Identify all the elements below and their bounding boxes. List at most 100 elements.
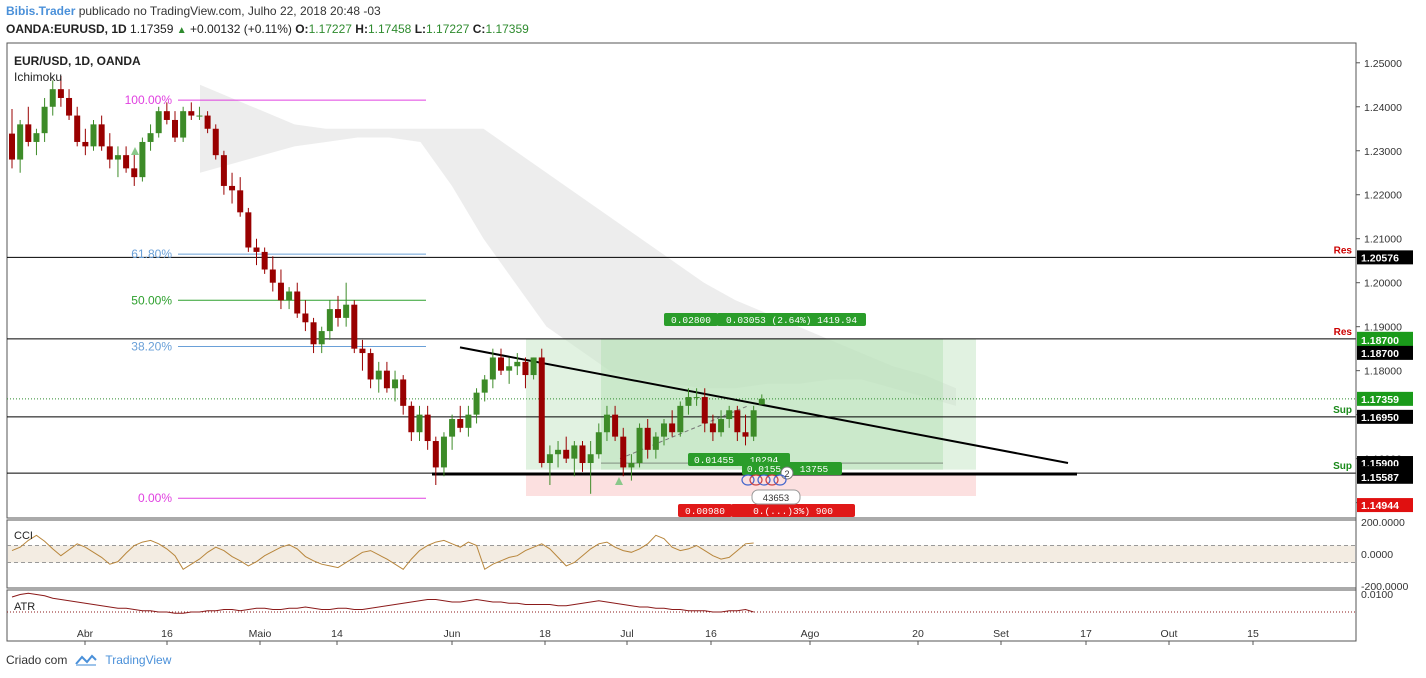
signal-triangle-icon [131, 147, 139, 155]
time-tick-label: 16 [161, 628, 173, 640]
candle-body [74, 115, 81, 142]
legend-indicator[interactable]: Ichimoku [14, 70, 63, 84]
candle-body [506, 366, 513, 371]
candle-body [172, 119, 178, 138]
time-tick-label: Out [1161, 628, 1178, 640]
candle-body [432, 441, 439, 468]
position-top-label-bg [664, 313, 718, 326]
price-tick-label: 1.21000 [1364, 234, 1402, 246]
price-tag-bg [1357, 345, 1413, 360]
candle-body [555, 449, 562, 455]
candle-body [57, 89, 64, 98]
time-tick-label: Maio [249, 628, 272, 640]
candle-body [530, 357, 537, 376]
event-marker-icon [773, 474, 787, 486]
candle-body [465, 414, 472, 428]
price-tag-label: 1.16950 [1361, 412, 1399, 424]
candle-body [669, 423, 676, 433]
fib-level-label: 50.00% [131, 293, 172, 307]
up-arrow-icon: ▲ [176, 25, 187, 36]
candle-body [310, 322, 317, 345]
candle-body [449, 419, 456, 437]
signal-triangle-icon [615, 477, 623, 485]
tradingview-link[interactable]: TradingView [105, 653, 172, 667]
candle-body [546, 454, 553, 464]
low-value: 1.17227 [426, 22, 470, 36]
price-tag-label: 1.20576 [1361, 252, 1399, 264]
legend-symbol: EUR/USD, 1D, OANDA [14, 54, 141, 68]
candle-body [571, 445, 578, 459]
candle-body [612, 414, 619, 437]
alert-count-text: 43653 [763, 493, 789, 504]
cci-label[interactable]: CCI [14, 530, 33, 542]
position-mid-left-label: 0.01455 [694, 455, 734, 466]
level-tag-sup: Sup [1333, 461, 1352, 472]
event-marker-icon [749, 474, 763, 486]
candle-body [424, 414, 431, 442]
position-bottom-main-label: 0.(...)3%) 900 [753, 506, 833, 517]
alert-badge-count: 2 [784, 469, 789, 479]
candle-body [408, 405, 415, 433]
candle-body [326, 309, 333, 332]
symbol-interval: OANDA:EURUSD, 1D [6, 22, 127, 36]
price-tag-bg [1357, 391, 1413, 406]
price-tag-bg [1357, 469, 1413, 484]
position-mid-right-b-label-bg [786, 462, 842, 475]
candle-body [66, 97, 73, 116]
candle-body [139, 141, 146, 178]
candle-body [25, 124, 32, 142]
candle-body [693, 397, 700, 399]
alert-count-bg [751, 489, 801, 505]
price-tag-label: 1.18700 [1361, 335, 1399, 347]
candle-body [114, 155, 121, 160]
candle-body [620, 436, 627, 468]
cci-band [8, 545, 1355, 563]
candle-body [343, 304, 350, 318]
tradingview-logo-icon [75, 654, 98, 666]
close-label: C: [472, 22, 486, 36]
price-tick-label: 1.22000 [1364, 190, 1402, 202]
cci-tick-label: 0.0000 [1361, 549, 1393, 561]
candle-body [367, 353, 374, 380]
close-value: 1.17359 [485, 22, 529, 36]
cci-tick-label: -200.0000 [1361, 581, 1408, 593]
candle-body [9, 133, 15, 160]
price-tick-label: 1.20000 [1364, 278, 1402, 290]
position-bottom-label: 0.00980 [685, 506, 725, 517]
time-tick-label: Set [993, 628, 1009, 640]
candle-body [514, 361, 521, 367]
candle-body [522, 361, 529, 376]
candle-body [212, 128, 219, 156]
candle-body [579, 445, 586, 464]
price-tick-label: 1.24000 [1364, 102, 1402, 114]
cci-line [11, 534, 754, 571]
created-with-text: Criado com [6, 653, 68, 667]
author-name[interactable]: Bibis.Trader [6, 4, 76, 18]
level-tag-sup: Sup [1333, 405, 1352, 416]
candle-body [400, 379, 407, 406]
candle-body [220, 155, 227, 186]
time-axis[interactable]: Abr 16 Maio 14 Jun 18 Jul 16 Ago 20 Set 17 Out 15 [77, 628, 1259, 645]
publish-header: Bibis.Trader publicado no TradingView.co… [6, 4, 381, 18]
candle-body [261, 251, 268, 270]
candle-body [359, 348, 366, 354]
time-tick-label: 14 [331, 628, 343, 640]
candle-body [652, 436, 659, 450]
cci-pane: 200.0000 0.0000 -200.0000 [7, 517, 1408, 593]
event-marker-icon [765, 474, 779, 486]
atr-label[interactable]: ATR [14, 601, 36, 613]
price-axis[interactable]: 1.25000 1.24000 1.23000 1.22000 1.21000 1.200… [1355, 43, 1413, 641]
candle-body [563, 449, 570, 459]
candle-body [204, 115, 211, 129]
time-tick-label: Jul [620, 628, 633, 640]
candle-body [498, 357, 504, 371]
level-tag-res: Res [1334, 327, 1353, 338]
position-mid-right-b-label: 13755 [800, 464, 829, 475]
candle-body [82, 141, 89, 147]
event-marker-icon [757, 474, 771, 486]
ohlc-line: OANDA:EURUSD, 1D 1.17359 ▲ +0.00132 (+0.… [6, 22, 529, 36]
candle-body [229, 185, 236, 191]
time-tick-label: Abr [77, 628, 94, 640]
price-tick-label: 1.18000 [1364, 366, 1402, 378]
